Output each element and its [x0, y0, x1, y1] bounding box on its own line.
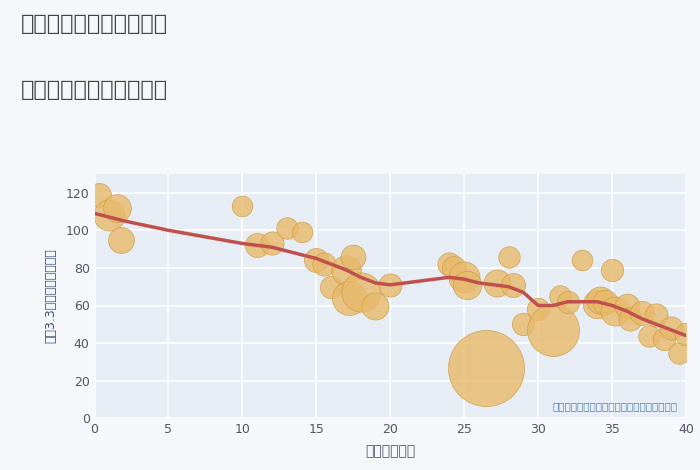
Text: 築年数別中古戸建て価格: 築年数別中古戸建て価格	[21, 80, 168, 100]
Point	[93, 191, 104, 198]
Point	[318, 260, 329, 268]
Point	[111, 204, 122, 212]
Point	[680, 330, 692, 337]
Point	[606, 266, 617, 274]
Point	[481, 364, 492, 371]
Point	[503, 253, 514, 260]
Text: 円の大きさは、取引のあった物件面積を示す: 円の大きさは、取引のあった物件面積を示す	[552, 401, 677, 411]
Point	[104, 212, 115, 219]
Point	[458, 274, 470, 281]
Point	[651, 311, 662, 319]
Point	[385, 281, 396, 289]
Point	[624, 315, 636, 322]
Point	[622, 302, 633, 309]
Point	[251, 242, 262, 249]
Point	[610, 307, 621, 315]
Point	[237, 202, 248, 210]
Point	[658, 336, 669, 343]
Point	[355, 289, 366, 296]
Point	[594, 296, 606, 304]
Point	[599, 298, 610, 306]
Point	[348, 253, 359, 260]
Point	[508, 281, 519, 289]
Point	[577, 257, 588, 264]
Point	[673, 349, 684, 356]
X-axis label: 築年数（年）: 築年数（年）	[365, 445, 415, 459]
Text: 兵庫県宝塚市中山桜台の: 兵庫県宝塚市中山桜台の	[21, 14, 168, 34]
Point	[311, 257, 322, 264]
Y-axis label: 坪（3.3㎡）単価（万円）: 坪（3.3㎡）単価（万円）	[44, 249, 57, 344]
Point	[444, 260, 455, 268]
Point	[518, 321, 529, 328]
Point	[448, 264, 459, 272]
Point	[643, 332, 655, 339]
Point	[296, 228, 307, 236]
Point	[340, 266, 351, 274]
Point	[562, 298, 573, 306]
Point	[554, 292, 566, 300]
Point	[267, 240, 278, 247]
Point	[343, 294, 354, 302]
Point	[533, 306, 544, 313]
Point	[547, 326, 559, 334]
Point	[116, 236, 127, 243]
Point	[666, 324, 677, 332]
Point	[592, 300, 603, 307]
Point	[370, 302, 381, 309]
Point	[281, 225, 293, 232]
Point	[491, 279, 503, 287]
Point	[636, 309, 648, 317]
Point	[326, 283, 337, 290]
Point	[461, 281, 472, 289]
